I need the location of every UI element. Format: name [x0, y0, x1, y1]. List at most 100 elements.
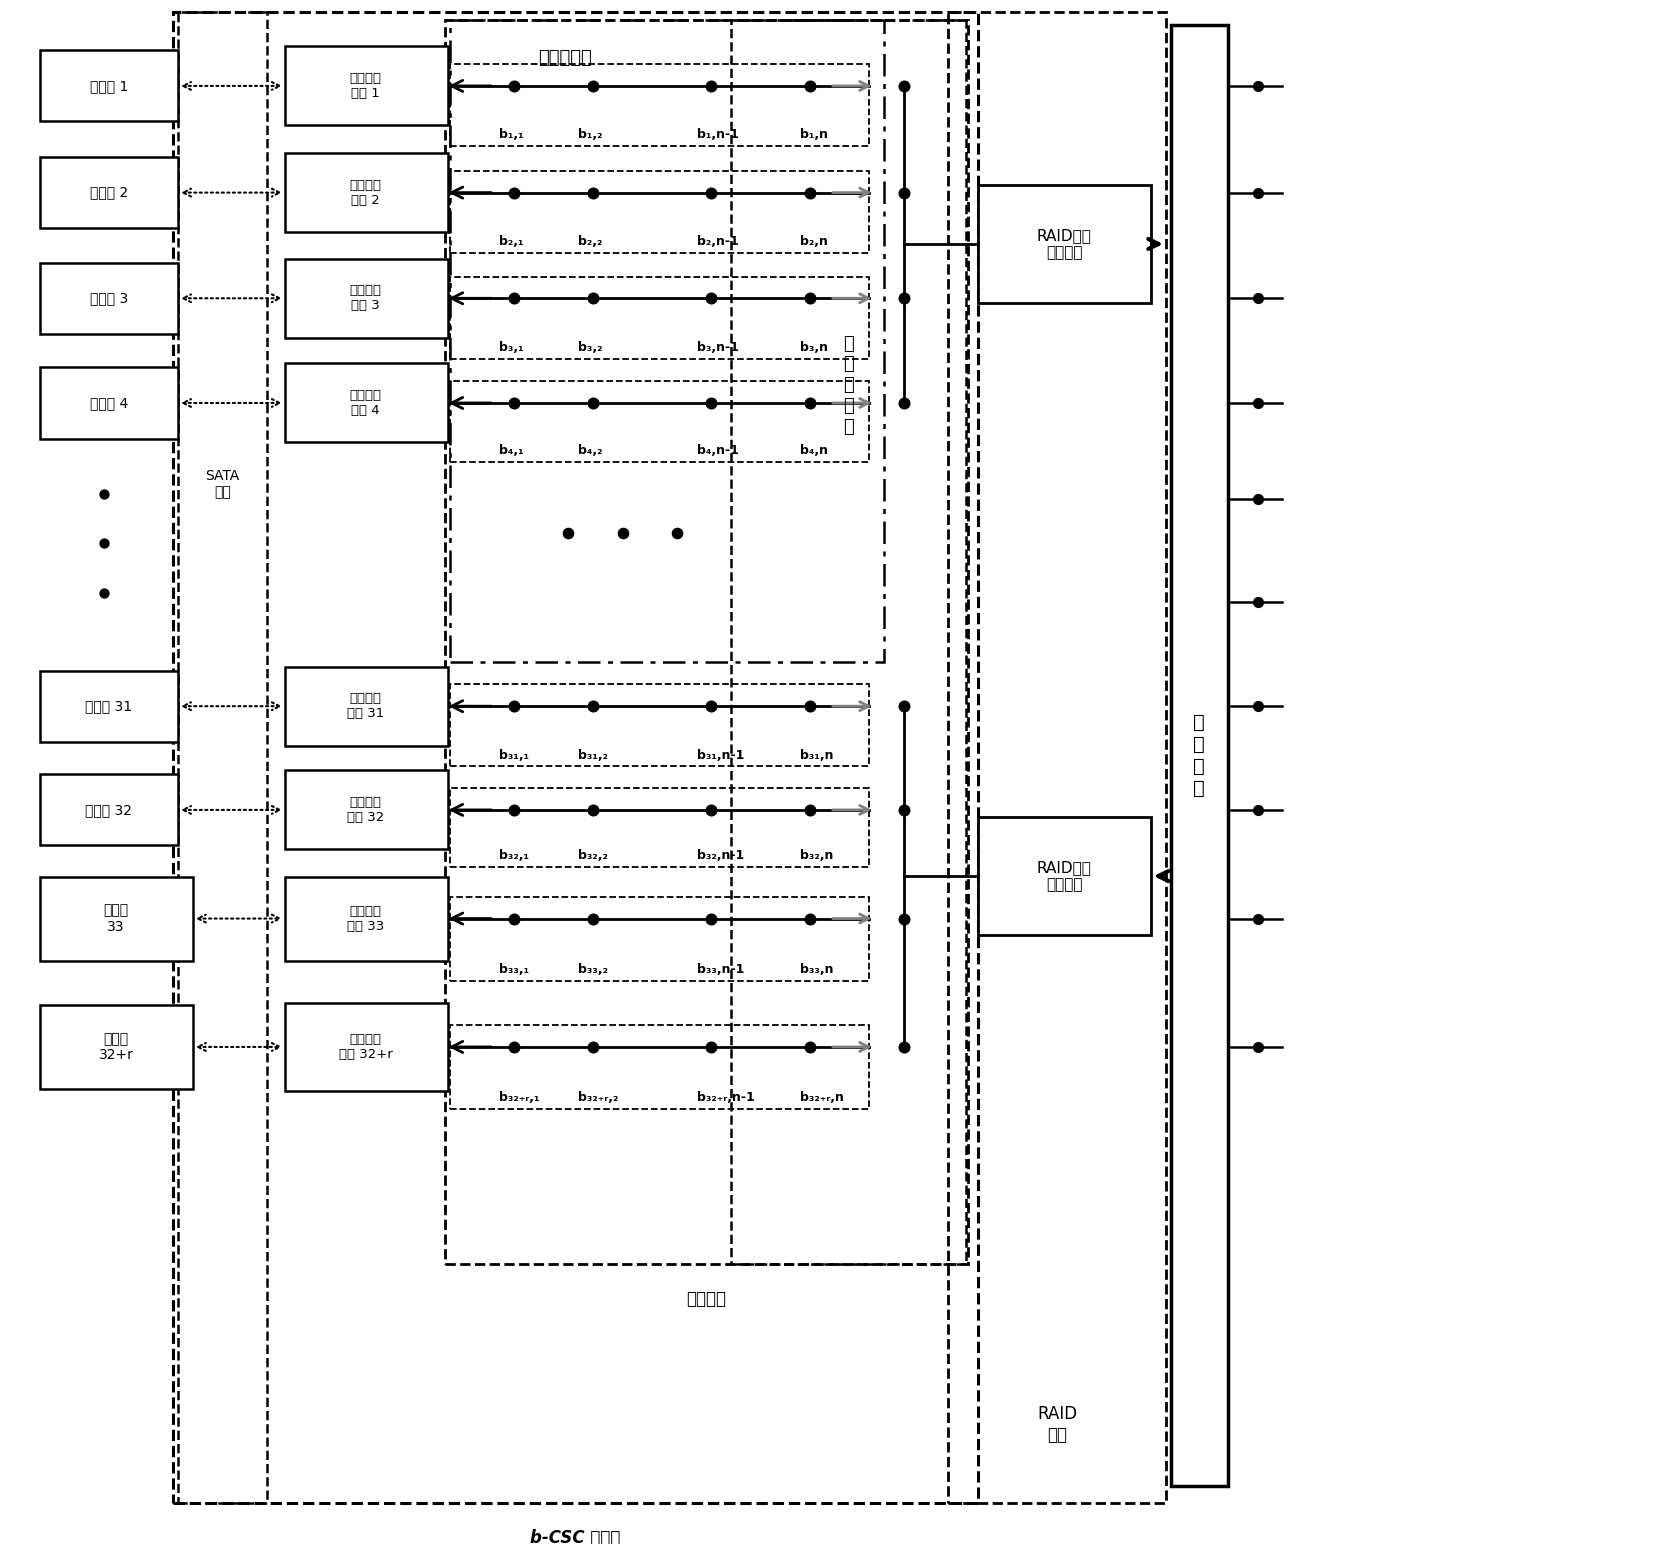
Text: b₄,n: b₄,n [799, 445, 828, 457]
Bar [40, 262, 179, 334]
Text: b₃₃,n-1: b₃₃,n-1 [697, 963, 743, 976]
Bar [285, 363, 447, 443]
Text: 转发处理
单元 4: 转发处理 单元 4 [349, 389, 382, 417]
Point [890, 391, 917, 415]
Point [91, 482, 118, 506]
Text: b₃₃,₂: b₃₃,₂ [578, 963, 607, 976]
Point [698, 286, 725, 310]
Text: b₂,n: b₂,n [799, 235, 828, 249]
Point [890, 906, 917, 931]
Point [1243, 590, 1269, 615]
Text: b₃₂,₁: b₃₂,₁ [498, 849, 530, 863]
Point [500, 181, 526, 205]
Point [579, 1034, 606, 1059]
Text: b₃₃,₁: b₃₃,₁ [498, 963, 530, 976]
Bar [179, 12, 266, 1504]
Text: b₃₂,₂: b₃₂,₂ [578, 849, 607, 863]
Bar [285, 1002, 447, 1092]
Text: RAID
部件: RAID 部件 [1036, 1405, 1076, 1444]
Point [1243, 798, 1269, 823]
Text: 转发处理
单元 2: 转发处理 单元 2 [349, 179, 382, 207]
Point [579, 693, 606, 718]
Bar [40, 670, 179, 741]
Bar [40, 877, 192, 960]
Point [1243, 286, 1269, 310]
Point [890, 74, 917, 99]
Point [500, 693, 526, 718]
Point [500, 1034, 526, 1059]
Text: 存储器
33: 存储器 33 [103, 903, 129, 934]
Bar [40, 775, 179, 846]
Point [91, 531, 118, 556]
Bar [285, 46, 447, 125]
Point [1243, 391, 1269, 415]
Text: 存储器 32: 存储器 32 [86, 803, 132, 817]
Point [1243, 1034, 1269, 1059]
Point [500, 391, 526, 415]
Text: 存储器 3: 存储器 3 [89, 292, 127, 306]
Bar [285, 153, 447, 232]
Text: b₃₁,₂: b₃₁,₂ [578, 749, 607, 761]
Bar [285, 667, 447, 746]
Text: b₃,₁: b₃,₁ [498, 341, 523, 354]
Text: 数据缓存: 数据缓存 [687, 1289, 727, 1308]
Text: b₄,₂: b₄,₂ [578, 445, 602, 457]
Point [91, 581, 118, 605]
Point [579, 286, 606, 310]
Point [890, 1034, 917, 1059]
Text: 存储器 1: 存储器 1 [89, 79, 127, 93]
Point [500, 74, 526, 99]
Bar [1170, 25, 1228, 1487]
Point [698, 391, 725, 415]
Bar [40, 367, 179, 438]
Text: b₃₂₊ᵣ,n: b₃₂₊ᵣ,n [799, 1092, 844, 1104]
Text: SATA
接口: SATA 接口 [205, 469, 240, 499]
Text: b₁,₁: b₁,₁ [498, 128, 523, 142]
Bar [450, 684, 869, 766]
Text: 存储器 4: 存储器 4 [89, 395, 127, 411]
Point [554, 520, 581, 545]
Point [698, 1034, 725, 1059]
Point [796, 906, 823, 931]
Point [796, 798, 823, 823]
Bar [948, 12, 1165, 1504]
Point [796, 391, 823, 415]
Point [890, 286, 917, 310]
Bar [285, 877, 447, 960]
Point [664, 520, 690, 545]
Text: b₃₂,n: b₃₂,n [799, 849, 832, 863]
Text: 存储器 31: 存储器 31 [86, 699, 132, 713]
Text: RAID校验
编码单元: RAID校验 编码单元 [1036, 860, 1091, 892]
Text: b₁,₂: b₁,₂ [578, 128, 602, 142]
Bar [285, 770, 447, 849]
Text: b₃₃,n: b₃₃,n [799, 963, 834, 976]
Text: 存储器 2: 存储器 2 [89, 185, 127, 199]
Point [579, 391, 606, 415]
Point [796, 1034, 823, 1059]
Text: 转发处理
单元 33: 转发处理 单元 33 [348, 905, 384, 933]
Point [579, 798, 606, 823]
Text: RAID校验
解码单元: RAID校验 解码单元 [1036, 229, 1091, 259]
Text: b₃₂₊ᵣ,n-1: b₃₂₊ᵣ,n-1 [697, 1092, 755, 1104]
Point [500, 906, 526, 931]
Text: 转发处理
单元 1: 转发处理 单元 1 [349, 73, 382, 100]
Text: b₃₂₊ᵣ,₁: b₃₂₊ᵣ,₁ [498, 1092, 540, 1104]
Point [890, 181, 917, 205]
Text: b₃₁,n: b₃₁,n [799, 749, 834, 761]
Text: b₂,n-1: b₂,n-1 [697, 235, 738, 249]
Point [1243, 181, 1269, 205]
Point [698, 181, 725, 205]
Text: 串
转
并
电
路: 串 转 并 电 路 [842, 335, 854, 435]
Text: b₃₁,₁: b₃₁,₁ [498, 749, 530, 761]
Bar [450, 897, 869, 980]
Point [890, 693, 917, 718]
Text: b₂,₂: b₂,₂ [578, 235, 602, 249]
Point [698, 906, 725, 931]
Text: 总
线
接
口: 总 线 接 口 [1193, 713, 1205, 798]
Point [796, 181, 823, 205]
Bar [978, 185, 1150, 303]
Bar [174, 12, 978, 1504]
Point [796, 74, 823, 99]
Text: 存储器
32+r: 存储器 32+r [98, 1031, 134, 1062]
Bar [40, 1005, 192, 1090]
